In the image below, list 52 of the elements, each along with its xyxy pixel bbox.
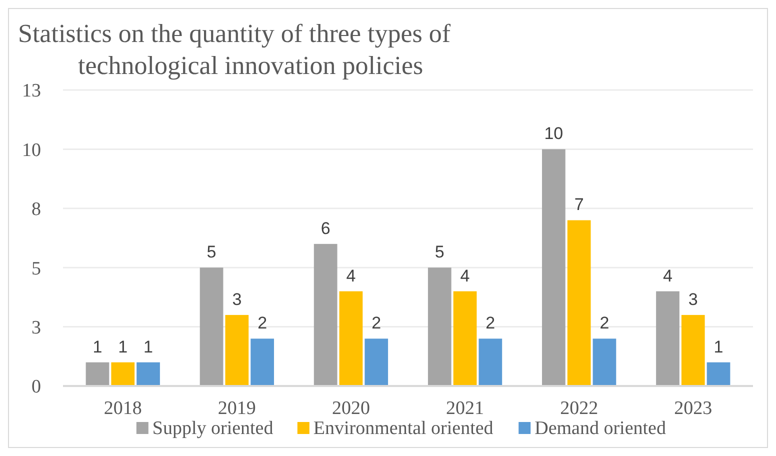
bar bbox=[428, 268, 452, 386]
x-tick-label: 2018 bbox=[104, 398, 142, 419]
data-label: 10 bbox=[544, 124, 564, 144]
legend-label: Demand oriented bbox=[534, 418, 666, 439]
chart-title: Statistics on the quantity of three types of technological innovation policies bbox=[18, 19, 451, 80]
bar bbox=[706, 362, 730, 386]
x-tick-label: 2019 bbox=[218, 398, 256, 419]
x-tick-label: 2020 bbox=[332, 398, 370, 419]
legend-label: Environmental oriented bbox=[313, 418, 494, 439]
data-label: 1 bbox=[92, 337, 102, 356]
bar bbox=[542, 149, 566, 386]
y-tick-label: 13 bbox=[22, 80, 41, 102]
data-label: 2 bbox=[600, 314, 610, 333]
bar bbox=[200, 268, 224, 386]
data-label: 5 bbox=[434, 242, 444, 262]
data-label: 6 bbox=[320, 218, 330, 238]
data-label: 1 bbox=[118, 337, 128, 356]
x-tick-label: 2022 bbox=[560, 398, 598, 419]
x-tick-label: 2023 bbox=[674, 398, 712, 419]
bar bbox=[225, 314, 249, 386]
data-label: 2 bbox=[258, 314, 268, 333]
bar bbox=[314, 244, 338, 386]
bar bbox=[364, 338, 388, 386]
data-label: 2 bbox=[372, 314, 382, 333]
data-label: 4 bbox=[346, 266, 356, 286]
bar bbox=[681, 314, 705, 386]
data-label: 1 bbox=[144, 337, 153, 356]
bar bbox=[250, 338, 274, 386]
legend-label: Supply oriented bbox=[152, 418, 274, 439]
bar bbox=[656, 291, 680, 386]
data-label: 2 bbox=[486, 314, 496, 333]
y-tick-label: 10 bbox=[22, 140, 41, 161]
data-label: 3 bbox=[688, 290, 698, 309]
bar bbox=[136, 362, 160, 386]
y-tick-label: 0 bbox=[32, 376, 41, 398]
data-label: 1 bbox=[714, 337, 724, 356]
bar bbox=[478, 338, 502, 386]
bar bbox=[567, 220, 591, 386]
data-label: 5 bbox=[206, 242, 216, 262]
y-tick-label: 8 bbox=[32, 199, 41, 220]
data-label: 7 bbox=[574, 195, 584, 214]
data-label: 3 bbox=[232, 290, 242, 309]
x-tick-label: 2021 bbox=[446, 398, 484, 419]
bar bbox=[86, 362, 110, 386]
data-label: 4 bbox=[663, 266, 672, 286]
y-tick-label: 5 bbox=[32, 258, 41, 280]
bar bbox=[111, 362, 135, 386]
bar bbox=[592, 338, 616, 386]
data-label: 4 bbox=[460, 266, 470, 286]
bar bbox=[339, 291, 363, 386]
y-tick-label: 3 bbox=[32, 317, 41, 338]
bar bbox=[453, 291, 477, 386]
